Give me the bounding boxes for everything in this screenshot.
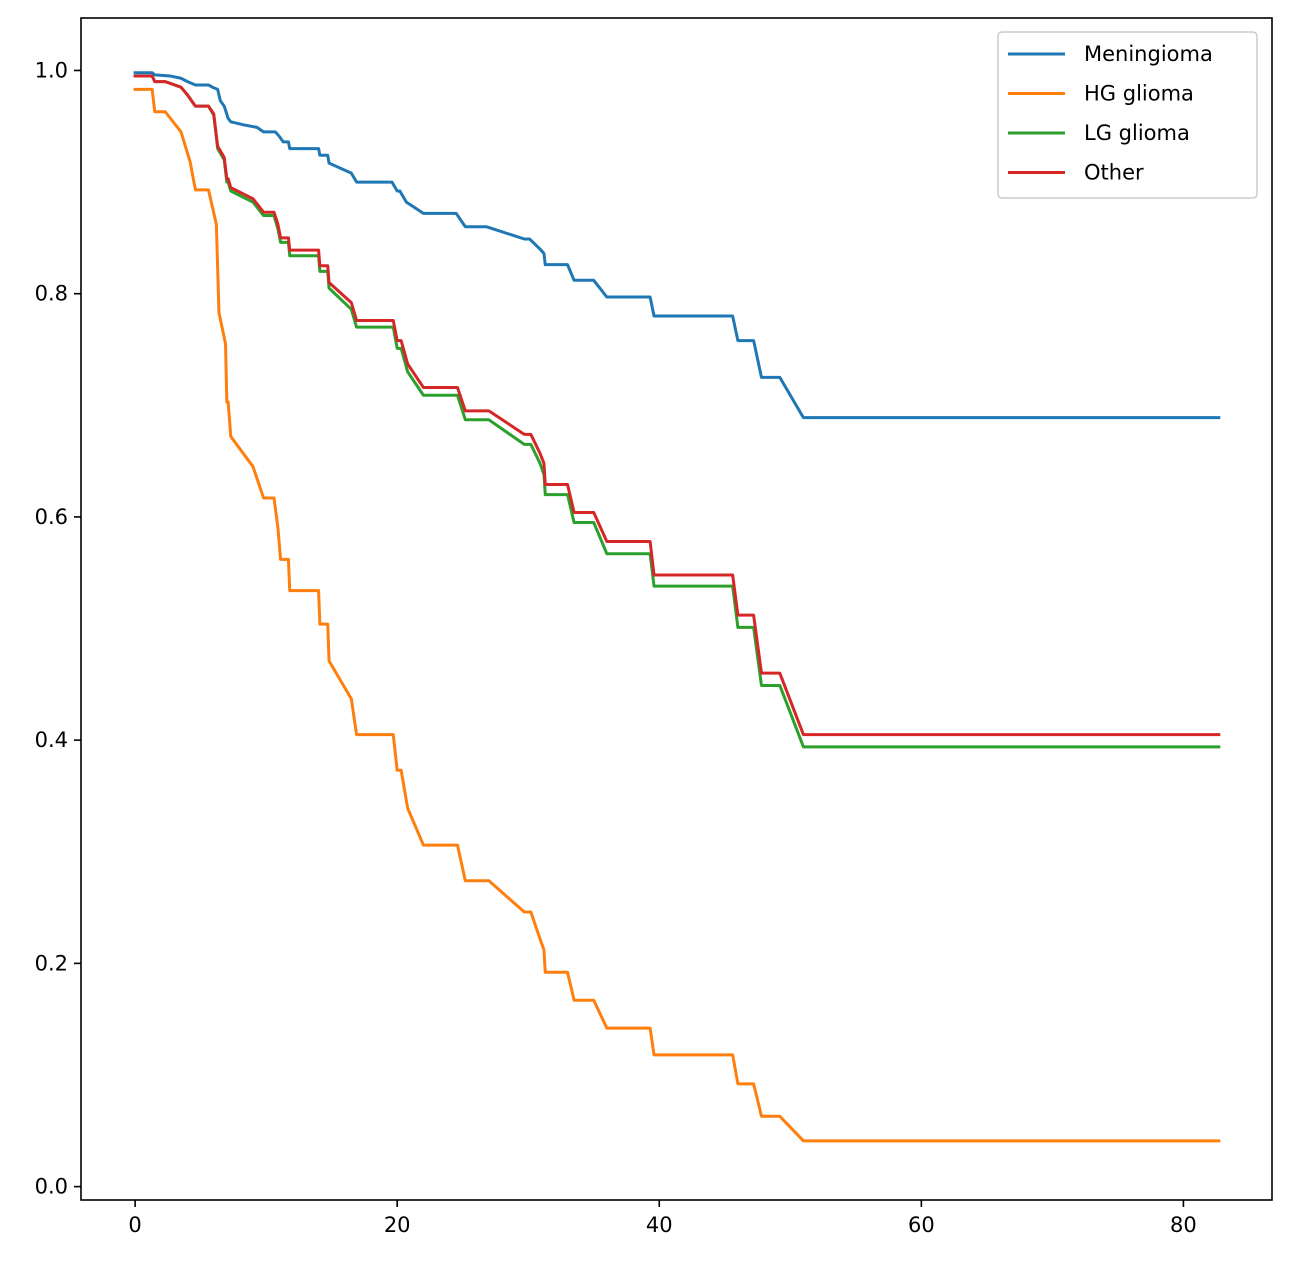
y-tick-label: 0.4 <box>35 728 68 752</box>
x-tick-label: 40 <box>646 1213 673 1237</box>
series-line-hg-glioma <box>133 87 1221 1143</box>
y-tick-label: 0.0 <box>35 1175 68 1199</box>
y-tick-label: 1.0 <box>35 58 68 82</box>
legend-label: HG glioma <box>1084 82 1194 106</box>
y-tick-label: 0.8 <box>35 282 68 306</box>
series-line-other <box>133 74 1221 737</box>
x-tick-label: 80 <box>1170 1213 1197 1237</box>
plot-frame <box>80 17 1273 1201</box>
series-layer <box>133 71 1221 1143</box>
legend-label: Meningioma <box>1084 42 1213 66</box>
x-axis: 0 20 40 60 80 <box>128 1200 1197 1237</box>
y-tick-label: 0.6 <box>35 505 68 529</box>
legend-box <box>997 31 1258 199</box>
x-tick-label: 60 <box>908 1213 935 1237</box>
x-tick-label: 20 <box>384 1213 411 1237</box>
y-tick-label: 0.2 <box>35 951 68 975</box>
legend-label: LG glioma <box>1084 121 1190 145</box>
series-line-meningioma <box>133 71 1221 420</box>
y-axis: 0.0 0.2 0.4 0.6 0.8 1.0 <box>35 58 81 1199</box>
x-tick-label: 0 <box>128 1213 141 1237</box>
legend-label: Other <box>1084 161 1144 185</box>
legend: Meningioma HG glioma LG glioma Other <box>997 31 1258 199</box>
